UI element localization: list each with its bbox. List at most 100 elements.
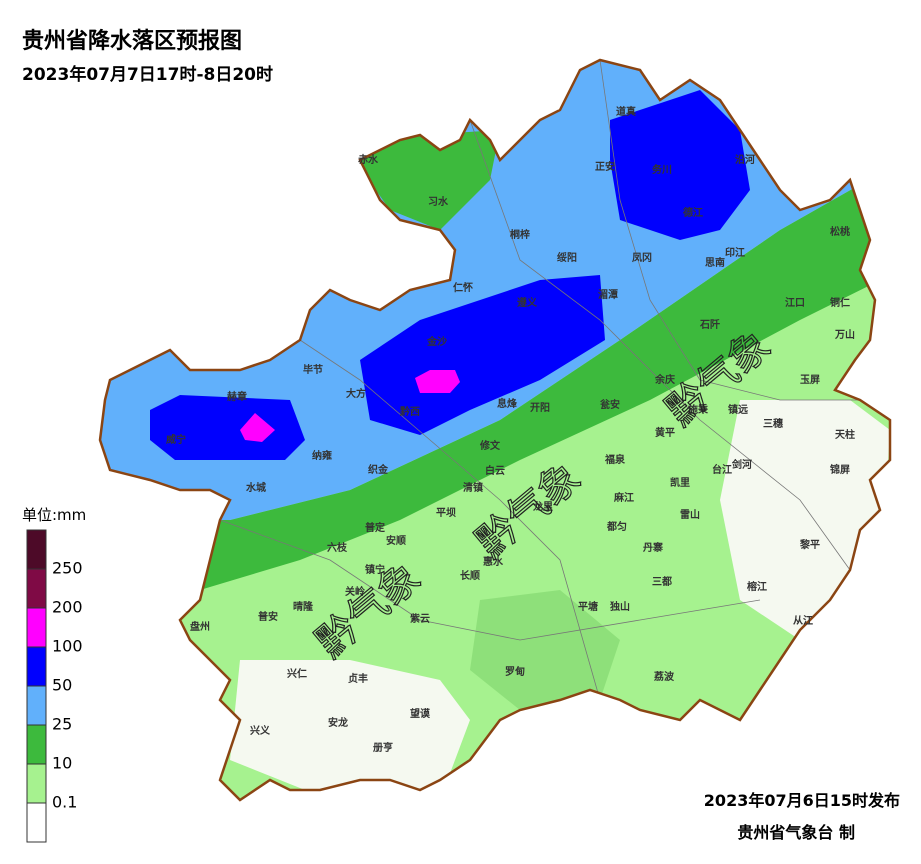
- county-name: 三穗: [763, 417, 783, 430]
- county-name: 江口: [785, 296, 805, 309]
- county-name: 榕江: [747, 580, 767, 593]
- county-name: 望谟: [410, 707, 431, 720]
- county-name: 雷山: [680, 508, 700, 521]
- county-name: 兴仁: [287, 667, 307, 680]
- subtitle: 2023年07月7日17时-8日20时: [22, 64, 273, 85]
- county-name: 开阳: [530, 402, 550, 414]
- county-name: 水城: [245, 481, 266, 494]
- county-name: 玉屏: [800, 374, 820, 386]
- county-name: 平塘: [578, 600, 598, 613]
- county-name: 惠水: [483, 555, 504, 568]
- county-name: 六枝: [327, 541, 348, 554]
- legend-swatch: [26, 607, 47, 648]
- county-name: 三都: [652, 575, 672, 588]
- county-name: 赫章: [227, 390, 247, 403]
- legend-label: 10: [52, 754, 72, 773]
- county-name: 万山: [834, 328, 855, 341]
- county-name: 安龙: [328, 716, 348, 729]
- legend-swatch: [26, 724, 47, 765]
- county-name: 赤水: [358, 153, 379, 166]
- county-name: 纳雍: [312, 449, 332, 462]
- county-name: 兴义: [250, 724, 271, 737]
- county-name: 正安: [595, 160, 615, 173]
- county-name: 仁怀: [453, 281, 473, 294]
- county-name: 修文: [479, 439, 501, 452]
- county-name: 凤冈: [632, 252, 652, 264]
- county-name: 沿河: [735, 153, 755, 166]
- county-name: 福泉: [604, 453, 626, 466]
- county-name: 瓮安: [600, 398, 620, 411]
- county-name: 绥阳: [557, 251, 577, 264]
- legend-swatch: [26, 568, 47, 609]
- county-name: 大方: [346, 387, 366, 400]
- county-name: 关岭: [345, 585, 365, 598]
- county-name: 盘州: [190, 620, 210, 633]
- county-name: 金沙: [426, 335, 447, 348]
- county-name: 锦屏: [830, 463, 850, 476]
- county-name: 白云: [485, 464, 505, 477]
- county-name: 松桃: [830, 225, 850, 238]
- county-name: 德江: [682, 206, 703, 219]
- county-name: 龙里: [532, 500, 553, 513]
- legend-label: 50: [52, 676, 72, 695]
- county-name: 镇远: [728, 403, 748, 416]
- county-name: 施秉: [688, 403, 709, 416]
- county-name: 务川: [652, 163, 672, 176]
- county-name: 剑河: [731, 458, 752, 471]
- county-name: 织金: [368, 463, 389, 476]
- county-name: 平坝: [436, 506, 456, 519]
- county-name: 晴隆: [293, 600, 314, 613]
- county-name: 道真: [616, 105, 636, 118]
- county-name: 遵义: [517, 296, 538, 309]
- legend-label: 0.1: [52, 793, 77, 812]
- legend-label: 25: [52, 715, 72, 734]
- county-name: 紫云: [410, 612, 430, 625]
- county-name: 息烽: [497, 397, 518, 410]
- county-name: 从江: [793, 614, 813, 627]
- county-name: 石阡: [699, 318, 720, 331]
- county-name: 麻江: [613, 491, 634, 504]
- county-name: 威宁: [166, 433, 186, 446]
- county-name: 清镇: [463, 481, 483, 494]
- county-name: 黎平: [800, 538, 820, 551]
- county-name: 独山: [610, 600, 630, 613]
- county-name: 习水: [428, 195, 449, 208]
- county-name: 安顺: [386, 534, 406, 547]
- county-name: 印江: [725, 246, 745, 259]
- legend-swatch: [26, 802, 47, 843]
- county-name: 铜仁: [830, 296, 850, 309]
- county-name: 长顺: [460, 569, 480, 582]
- legend-label: 200: [52, 598, 83, 617]
- legend-swatch: [26, 685, 47, 726]
- title: 贵州省降水落区预报图: [22, 29, 242, 54]
- county-name: 黄平: [655, 426, 675, 439]
- county-name: 普定: [365, 521, 385, 534]
- issue-time: 2023年07月6日15时发布: [704, 791, 900, 810]
- legend-swatch: [26, 529, 47, 570]
- county-name: 桐梓: [510, 228, 530, 241]
- legend-swatch: [26, 646, 47, 687]
- county-name: 余庆: [654, 373, 675, 386]
- legend-label: 100: [52, 637, 83, 656]
- county-name: 湄潭: [598, 288, 618, 301]
- legend-label: 250: [52, 559, 83, 578]
- county-name: 台江: [712, 463, 732, 476]
- county-name: 都匀: [606, 520, 627, 533]
- county-name: 贞丰: [348, 672, 368, 685]
- county-name: 册亨: [373, 741, 393, 754]
- legend: 250 200 100 50 25 10 0.1: [26, 529, 83, 843]
- legend-unit: 单位:mm: [22, 506, 86, 524]
- county-name: 天柱: [835, 428, 855, 441]
- agency: 贵州省气象台 制: [737, 823, 855, 842]
- county-name: 镇宁: [365, 563, 385, 576]
- county-name: 思南: [705, 256, 725, 269]
- county-name: 普安: [258, 610, 278, 623]
- county-name: 丹寨: [643, 541, 663, 554]
- legend-swatch: [26, 763, 47, 804]
- county-name: 黔西: [400, 405, 420, 418]
- county-name: 罗甸: [505, 665, 525, 678]
- county-name: 凯里: [670, 476, 690, 489]
